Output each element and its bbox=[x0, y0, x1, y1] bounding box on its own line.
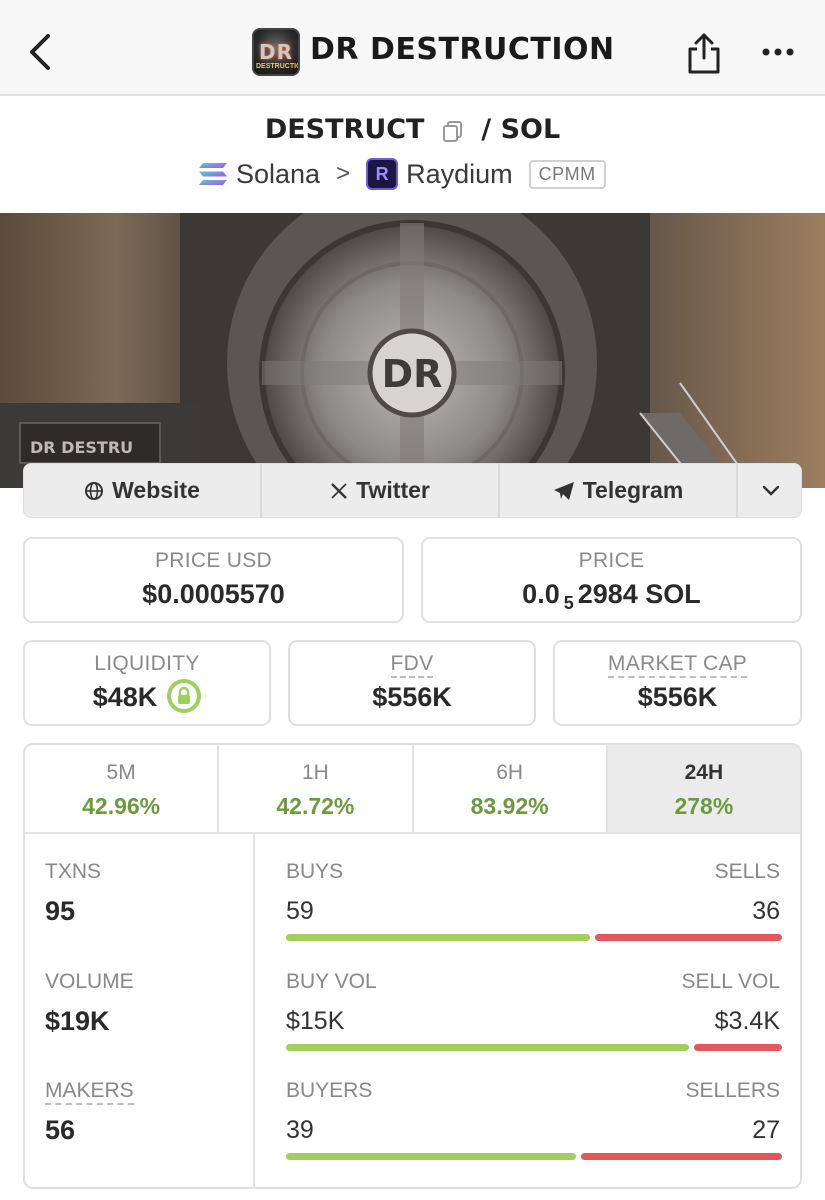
tab-5m-label: 5M bbox=[106, 761, 136, 784]
makers-label[interactable]: MAKERS bbox=[45, 1079, 134, 1105]
txns-label: TXNS bbox=[45, 860, 102, 883]
buyers-value: 39 bbox=[286, 1116, 314, 1144]
buy-vol-label: BUY VOL bbox=[286, 970, 377, 993]
back-arrow-icon[interactable] bbox=[22, 30, 58, 74]
tab-6h-change: 83.92% bbox=[470, 793, 549, 819]
globe-icon bbox=[85, 481, 104, 500]
pool-type-badge: CPMM bbox=[528, 159, 606, 189]
price-sol-prefix: 0.0 bbox=[522, 579, 560, 609]
fdv-value: $556K bbox=[372, 682, 452, 712]
chevron-right-icon: > bbox=[336, 160, 351, 187]
tab-6h-label: 6H bbox=[496, 761, 524, 784]
txns-value: 95 bbox=[45, 896, 76, 926]
sells-label: SELLS bbox=[714, 860, 780, 883]
telegram-icon bbox=[553, 481, 574, 500]
tab-24h[interactable]: 24H 278% bbox=[607, 745, 800, 832]
liquidity-value: $48K bbox=[25, 679, 269, 716]
more-links-toggle[interactable] bbox=[738, 464, 803, 517]
volume-value: $19K bbox=[45, 1006, 110, 1036]
price-usd-box: PRICE USD $0.0005570 bbox=[23, 537, 404, 623]
sellers-bar bbox=[581, 1153, 782, 1160]
tab-1h-label: 1H bbox=[301, 761, 329, 784]
tab-1h-change: 42.72% bbox=[276, 793, 355, 819]
telegram-link-label: Telegram bbox=[582, 477, 684, 503]
top-bar: DR DESTRUCTION DR DESTRUCTION bbox=[0, 0, 825, 96]
makers-label-wrap: MAKERS bbox=[45, 1079, 134, 1105]
sell-vol-label: SELL VOL bbox=[681, 970, 780, 993]
buys-value: 59 bbox=[286, 897, 314, 925]
telegram-link[interactable]: Telegram bbox=[500, 464, 738, 517]
token-logo-subtext: DESTRUCTION bbox=[256, 63, 298, 70]
price-sol-value: 0.0 5 2984 SOL bbox=[423, 579, 800, 614]
train-label-text: DR DESTRU bbox=[30, 438, 133, 457]
sellers-label: SELLERS bbox=[685, 1079, 780, 1102]
social-links-bar: Website Twitter Telegram bbox=[23, 463, 802, 518]
vault-logo-text: DR bbox=[382, 352, 443, 396]
raydium-icon: R bbox=[366, 158, 399, 190]
tab-5m-change: 42.96% bbox=[82, 793, 161, 819]
sellers-value: 27 bbox=[752, 1116, 780, 1144]
price-usd-value: $0.0005570 bbox=[142, 579, 285, 609]
trading-stats-panel: 5M 42.96% 1H 42.72% 6H 83.92% 24H 278% T… bbox=[23, 743, 802, 1189]
market-cap-value: $556K bbox=[637, 682, 718, 712]
price-sol-suffix: 2984 SOL bbox=[577, 579, 701, 609]
copy-icon[interactable] bbox=[442, 120, 464, 142]
fdv-label[interactable]: FDV bbox=[390, 652, 434, 678]
volume-label: VOLUME bbox=[45, 970, 134, 993]
sell-vol-bar bbox=[694, 1044, 782, 1051]
buyers-label: BUYERS bbox=[286, 1079, 373, 1102]
tab-1h[interactable]: 1H 42.72% bbox=[219, 745, 414, 832]
fdv-box: FDV $556K bbox=[288, 640, 536, 726]
solana-icon bbox=[199, 163, 227, 185]
price-sol-box: PRICE 0.0 5 2984 SOL bbox=[421, 537, 802, 623]
liquidity-amount: $48K bbox=[92, 682, 158, 713]
sell-vol-value: $3.4K bbox=[714, 1007, 780, 1035]
price-sol-subscript: 5 bbox=[563, 593, 574, 613]
twitter-link[interactable]: Twitter bbox=[262, 464, 500, 517]
chain-name[interactable]: Solana bbox=[236, 158, 321, 189]
twitter-link-label: Twitter bbox=[356, 477, 430, 503]
liquidity-label: LIQUIDITY bbox=[94, 652, 200, 675]
makers-value: 56 bbox=[45, 1115, 76, 1145]
token-logo-text: DR bbox=[258, 40, 293, 64]
token-logo: DR DESTRUCTION bbox=[252, 28, 300, 76]
sells-value: 36 bbox=[752, 897, 780, 925]
timeframe-tabs: 5M 42.96% 1H 42.72% 6H 83.92% 24H 278% bbox=[25, 745, 800, 834]
buy-vol-value: $15K bbox=[286, 1007, 345, 1035]
tab-24h-change: 278% bbox=[674, 793, 734, 819]
buys-label: BUYS bbox=[286, 860, 344, 883]
base-token-symbol: DESTRUCT bbox=[264, 114, 425, 145]
share-icon[interactable] bbox=[684, 30, 724, 76]
pair-separator: / bbox=[481, 114, 492, 145]
summary-column: TXNS 95 VOLUME $19K MAKERS 56 bbox=[25, 834, 255, 1187]
market-cap-label-wrap: MARKET CAP bbox=[555, 652, 800, 678]
buy-vol-bar bbox=[286, 1044, 689, 1051]
liquidity-box: LIQUIDITY $48K bbox=[23, 640, 271, 726]
fdv-label-wrap: FDV bbox=[290, 652, 534, 678]
buys-bar bbox=[286, 934, 590, 941]
x-logo-icon bbox=[331, 482, 348, 499]
token-banner-image: DR DR DESTRU bbox=[0, 213, 825, 488]
website-link[interactable]: Website bbox=[24, 464, 262, 517]
sells-bar bbox=[595, 934, 782, 941]
pair-name: DESTRUCT / SOL bbox=[0, 114, 825, 145]
buyers-bar bbox=[286, 1153, 576, 1160]
chain-dex-row: Solana > R Raydium CPMM bbox=[198, 156, 606, 192]
market-cap-label[interactable]: MARKET CAP bbox=[607, 652, 748, 678]
website-link-label: Website bbox=[112, 477, 200, 503]
tab-6h[interactable]: 6H 83.92% bbox=[414, 745, 608, 832]
lock-icon[interactable] bbox=[167, 679, 202, 713]
more-options-icon[interactable] bbox=[758, 40, 798, 64]
price-sol-label: PRICE bbox=[578, 549, 645, 572]
dex-name[interactable]: Raydium bbox=[406, 158, 513, 189]
quote-token-symbol: SOL bbox=[500, 114, 561, 145]
page-title: DR DESTRUCTION bbox=[310, 32, 615, 67]
market-cap-box: MARKET CAP $556K bbox=[553, 640, 802, 726]
tab-24h-label: 24H bbox=[684, 761, 724, 784]
price-usd-label: PRICE USD bbox=[154, 549, 273, 572]
tab-5m[interactable]: 5M 42.96% bbox=[25, 745, 220, 832]
chevron-down-icon bbox=[762, 485, 779, 496]
